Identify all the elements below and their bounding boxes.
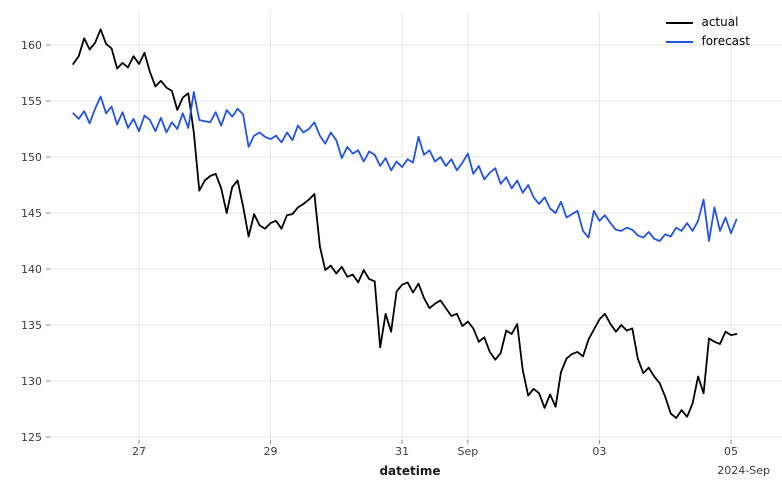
y-tick-label: 155 [21,95,42,108]
series-line-forecast [72,91,738,242]
x-tick-label: 27 [132,445,146,458]
y-tick-label: 135 [21,319,42,332]
y-tick-label: 130 [21,375,42,388]
y-tick-label: 160 [21,39,42,52]
y-tick-label: 125 [21,431,42,444]
x-axis-offset-label: 2024-Sep [717,464,770,477]
series-line-actual [72,28,738,419]
legend-label-forecast: forecast [701,34,750,48]
x-axis-label: datetime [379,464,440,478]
x-tick-label: 03 [592,445,606,458]
legend-entry-actual: actual [666,14,750,31]
legend-label-actual: actual [701,15,739,29]
legend-entry-forecast: forecast [666,33,750,50]
x-tick-label: 31 [395,445,409,458]
legend-line-actual-icon [666,21,694,24]
x-tick-label: Sep [457,445,478,458]
x-tick-label: 05 [724,445,738,458]
legend: actual forecast [666,14,750,50]
y-tick-label: 140 [21,263,42,276]
legend-line-forecast-icon [666,40,694,43]
x-tick-label: 29 [264,445,278,458]
y-tick-label: 150 [21,151,42,164]
y-tick-label: 145 [21,207,42,220]
